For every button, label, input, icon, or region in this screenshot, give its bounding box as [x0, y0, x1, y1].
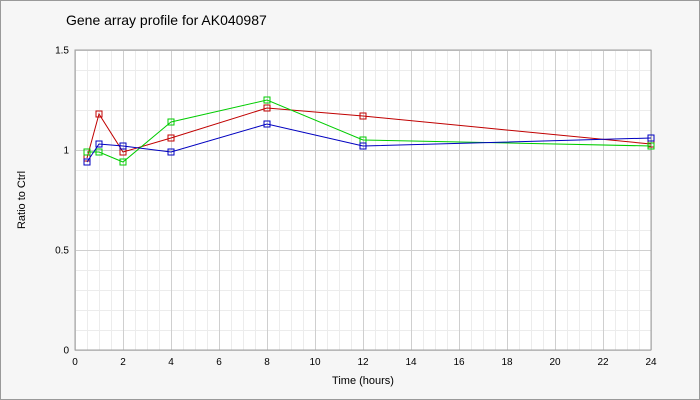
series-3 — [83, 120, 655, 166]
x-tick-label: 20 — [549, 357, 561, 368]
y-tick-label: 1.5 — [55, 46, 69, 57]
x-tick-label: 16 — [453, 357, 465, 368]
series-line — [87, 99, 652, 163]
data-point-marker — [263, 96, 271, 104]
x-tick-label: 4 — [168, 357, 174, 368]
chart-title: Gene array profile for AK040987 — [66, 12, 267, 28]
series-2 — [83, 96, 655, 166]
x-tick-label: 24 — [645, 357, 657, 368]
data-point-marker — [359, 142, 367, 150]
x-axis-label: Time (hours) — [332, 375, 394, 387]
data-point-marker — [263, 104, 271, 112]
data-point-marker — [167, 118, 175, 126]
x-axis-ticks: 0 2 4 6 8 10 12 14 16 18 20 22 24 — [72, 357, 657, 368]
data-point-marker — [119, 158, 127, 166]
data-point-marker — [359, 112, 367, 120]
y-tick-label: 0 — [63, 346, 69, 357]
data-point-marker — [647, 134, 655, 142]
plot-border — [74, 49, 652, 351]
series-line — [86, 123, 652, 163]
x-tick-label: 2 — [120, 357, 126, 368]
data-point-marker — [167, 148, 175, 156]
data-point-marker — [119, 142, 127, 150]
y-axis-ticks: 0 0.5 1 1.5 — [55, 46, 69, 357]
x-tick-label: 22 — [597, 357, 609, 368]
series-layer — [83, 96, 655, 166]
data-point-marker — [83, 148, 91, 156]
x-tick-label: 0 — [72, 357, 78, 368]
data-point-marker — [95, 110, 103, 118]
data-point-marker — [95, 140, 103, 148]
data-point-marker — [647, 142, 655, 150]
data-point-marker — [263, 120, 271, 128]
x-tick-label: 6 — [216, 357, 222, 368]
y-tick-label: 1 — [63, 146, 69, 157]
data-point-marker — [83, 158, 91, 166]
data-point-marker — [95, 148, 103, 156]
series-line — [86, 107, 652, 159]
x-tick-label: 18 — [501, 357, 513, 368]
x-tick-label: 10 — [309, 357, 321, 368]
y-tick-label: 0.5 — [55, 246, 69, 257]
data-point-marker — [167, 134, 175, 142]
x-tick-label: 8 — [264, 357, 270, 368]
x-tick-label: 12 — [357, 357, 369, 368]
y-axis-label: Ratio to Ctrl — [16, 171, 28, 229]
series-1 — [83, 104, 655, 162]
x-tick-label: 14 — [405, 357, 417, 368]
